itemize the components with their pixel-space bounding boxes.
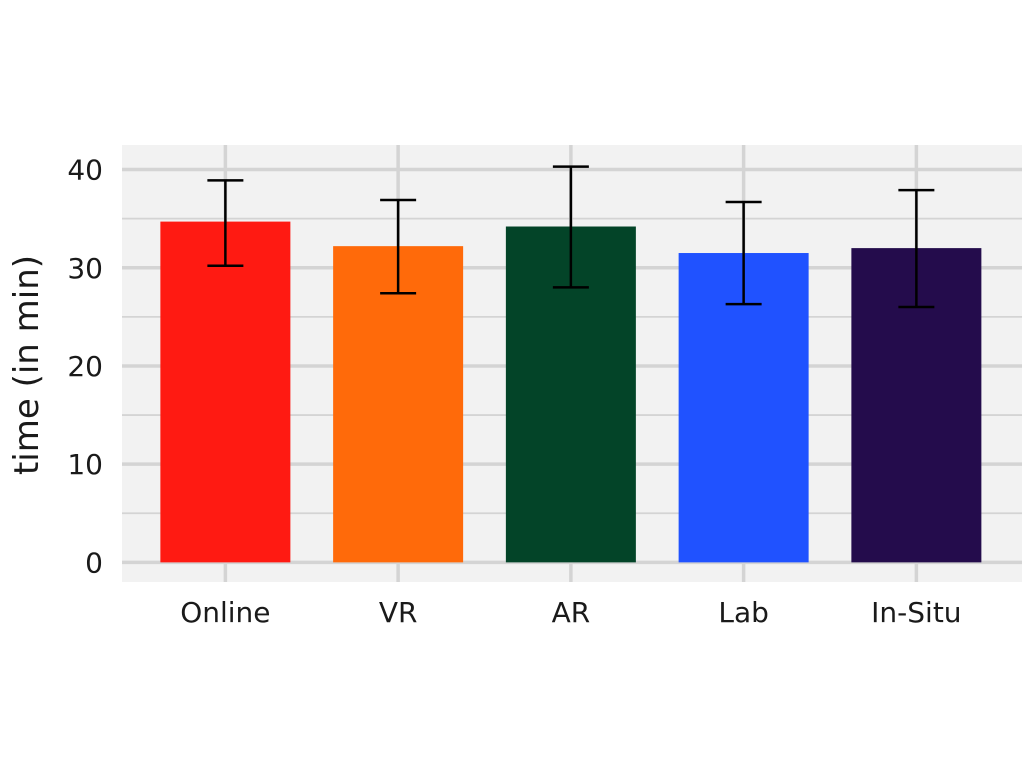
y-tick-label: 0: [85, 546, 103, 579]
y-tick-label: 10: [67, 448, 103, 481]
y-tick-label: 30: [67, 252, 103, 285]
error-bar: [552, 165, 589, 289]
y-axis-label: time (in min): [7, 255, 47, 475]
x-tick-label: Online: [180, 596, 270, 629]
y-tick-label: 20: [67, 350, 103, 383]
bar-vr: [333, 246, 464, 563]
x-tick-label: AR: [552, 596, 591, 629]
error-bar: [380, 198, 417, 295]
error-bar: [898, 188, 935, 309]
x-tick-label: Lab: [718, 596, 769, 629]
x-tick-labels: Online VR AR Lab In-Situ: [180, 596, 961, 629]
error-bar: [725, 200, 762, 306]
x-tick-label: In-Situ: [871, 596, 961, 629]
bar-online: [160, 221, 291, 563]
x-tick-label: VR: [379, 596, 418, 629]
y-tick-label: 40: [67, 154, 103, 187]
y-tick-labels: 0 10 20 30 40: [67, 154, 103, 580]
error-bars: [207, 165, 935, 309]
error-bar: [207, 179, 244, 268]
